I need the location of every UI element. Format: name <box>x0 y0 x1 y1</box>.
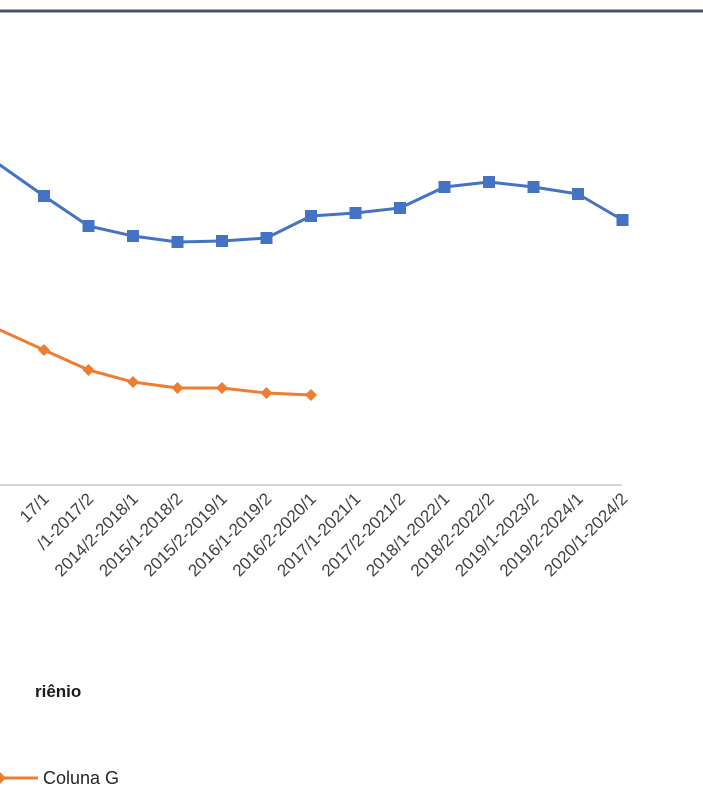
data-point-orange <box>38 344 50 356</box>
data-point-blue <box>572 188 584 200</box>
legend-swatch-marker <box>0 772 6 784</box>
data-point-blue <box>38 190 50 202</box>
x-axis-title: riênio <box>35 682 81 701</box>
data-point-orange <box>172 382 184 394</box>
legend: Coluna G <box>0 768 119 788</box>
data-point-orange <box>305 389 317 401</box>
data-point-blue <box>216 235 228 247</box>
series-layer <box>0 165 629 401</box>
data-point-blue <box>617 214 629 226</box>
series-line-orange <box>0 330 311 395</box>
data-point-blue <box>305 210 317 222</box>
data-point-orange <box>127 376 139 388</box>
data-point-blue <box>83 220 95 232</box>
data-point-blue <box>350 207 362 219</box>
data-point-orange <box>83 364 95 376</box>
data-point-blue <box>127 230 139 242</box>
legend-label: Coluna G <box>43 768 119 788</box>
data-point-blue <box>483 176 495 188</box>
data-point-orange <box>216 382 228 394</box>
data-point-blue <box>528 181 540 193</box>
x-tick-label: 17/1 <box>16 489 53 526</box>
x-tick-labels: 17/1/1-2017/22014/2-2018/12015/1-2018/22… <box>16 489 631 580</box>
data-point-blue <box>394 202 406 214</box>
data-point-blue <box>439 181 451 193</box>
data-point-blue <box>172 236 184 248</box>
data-point-blue <box>261 232 273 244</box>
data-point-orange <box>261 387 273 399</box>
